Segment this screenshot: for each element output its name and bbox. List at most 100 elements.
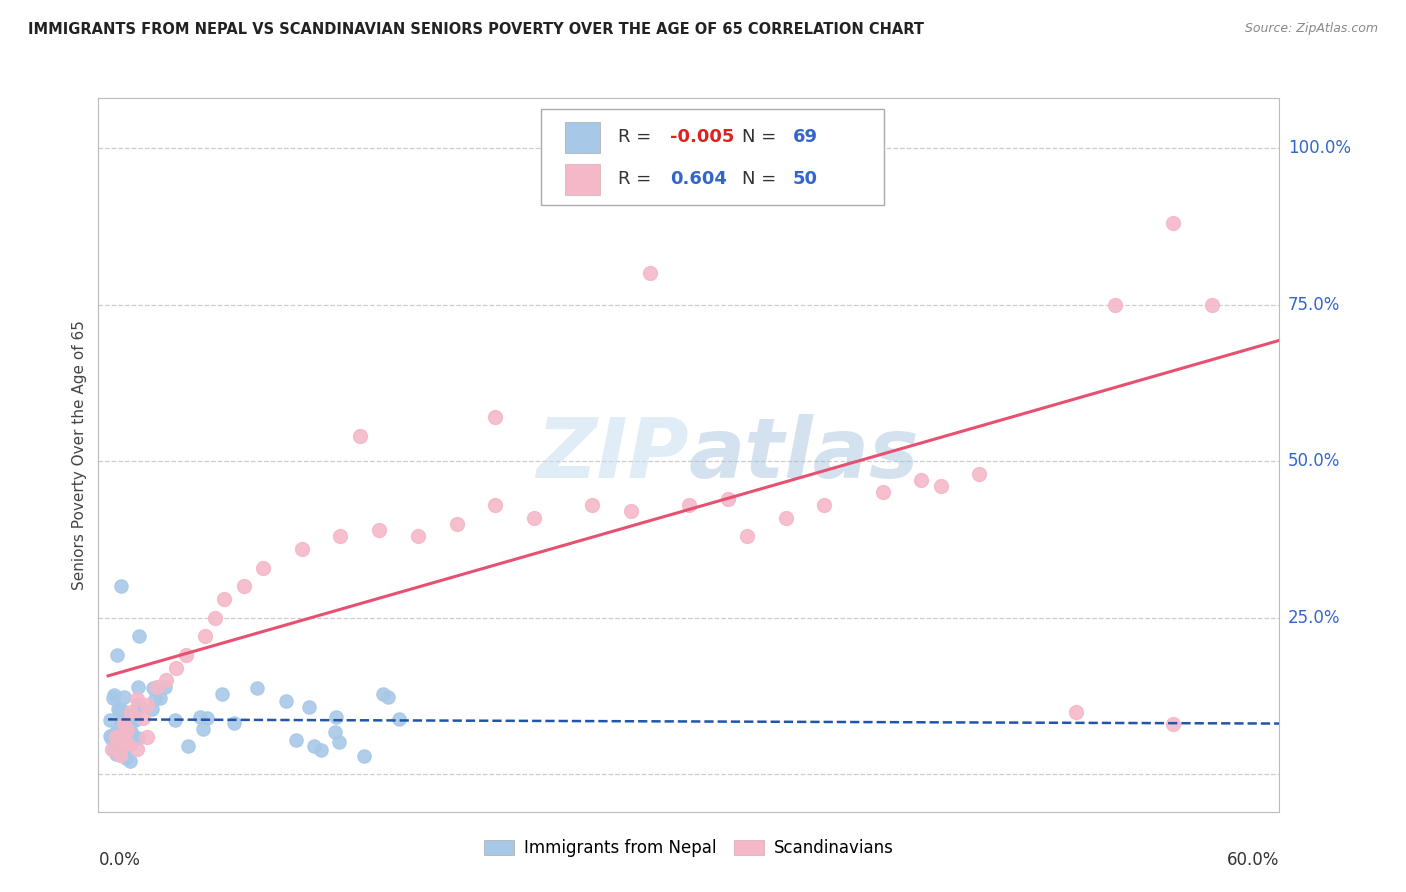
Point xyxy=(214,591,236,606)
Point xyxy=(104,730,127,744)
Point xyxy=(108,725,131,739)
Point xyxy=(143,692,166,706)
Point xyxy=(298,699,321,714)
Point xyxy=(120,737,142,751)
Point xyxy=(406,529,429,543)
Point xyxy=(101,728,124,742)
Point xyxy=(101,691,124,706)
Text: -0.005: -0.005 xyxy=(671,128,734,146)
Point xyxy=(194,630,217,644)
Point xyxy=(581,498,603,512)
Point xyxy=(929,479,952,493)
Point xyxy=(127,731,149,745)
Point xyxy=(112,690,135,705)
Point xyxy=(110,741,132,756)
Point xyxy=(132,711,155,725)
Point xyxy=(523,510,546,524)
Point xyxy=(149,691,172,706)
Point xyxy=(678,498,700,512)
Point xyxy=(1161,717,1184,731)
Point xyxy=(232,579,254,593)
Point xyxy=(377,690,399,704)
Point xyxy=(112,742,135,756)
Point xyxy=(910,473,932,487)
Point xyxy=(127,692,149,706)
Point xyxy=(174,648,197,663)
Point xyxy=(112,713,135,727)
Point xyxy=(105,728,128,742)
Point xyxy=(135,698,157,713)
Point xyxy=(328,735,350,749)
Point xyxy=(108,743,131,757)
Point xyxy=(484,410,506,425)
Point xyxy=(309,742,332,756)
Text: 100.0%: 100.0% xyxy=(1288,139,1351,157)
Point xyxy=(117,723,139,738)
Point xyxy=(678,141,700,155)
Point xyxy=(969,467,991,481)
Text: 25.0%: 25.0% xyxy=(1288,608,1340,627)
Point xyxy=(98,713,121,727)
Point xyxy=(108,748,131,763)
Point xyxy=(165,713,187,727)
Point xyxy=(101,742,124,756)
Point xyxy=(188,710,211,724)
Point xyxy=(353,748,375,763)
Point xyxy=(98,729,121,743)
Point xyxy=(110,703,132,717)
Point xyxy=(100,731,122,745)
Point xyxy=(104,729,127,743)
Text: R =: R = xyxy=(619,128,657,146)
Text: 60.0%: 60.0% xyxy=(1227,851,1279,869)
Point xyxy=(1201,298,1223,312)
Point xyxy=(176,739,198,754)
Point xyxy=(291,541,314,556)
Point xyxy=(141,701,163,715)
Point xyxy=(222,715,245,730)
Point xyxy=(114,751,136,765)
Point xyxy=(110,716,132,731)
Point xyxy=(128,630,150,644)
FancyBboxPatch shape xyxy=(565,164,600,195)
Text: Source: ZipAtlas.com: Source: ZipAtlas.com xyxy=(1244,22,1378,36)
Point xyxy=(135,730,157,744)
Text: N =: N = xyxy=(742,128,782,146)
Point xyxy=(107,703,129,717)
Point xyxy=(325,709,347,723)
Point xyxy=(110,705,132,719)
Point xyxy=(211,687,233,701)
Point xyxy=(121,724,143,739)
Point xyxy=(1064,705,1087,719)
Point xyxy=(145,680,167,694)
Legend: Immigrants from Nepal, Scandinavians: Immigrants from Nepal, Scandinavians xyxy=(478,833,900,864)
Point xyxy=(446,516,468,531)
Text: 75.0%: 75.0% xyxy=(1288,295,1340,314)
Text: 0.604: 0.604 xyxy=(671,170,727,188)
Text: 0.0%: 0.0% xyxy=(98,851,141,869)
Point xyxy=(114,731,136,746)
Point xyxy=(484,498,506,512)
Point xyxy=(813,498,835,512)
Point xyxy=(246,681,269,695)
Point xyxy=(127,680,149,694)
Point xyxy=(638,266,661,280)
Y-axis label: Seniors Poverty Over the Age of 65: Seniors Poverty Over the Age of 65 xyxy=(72,320,87,590)
Point xyxy=(252,560,274,574)
Point xyxy=(872,485,894,500)
FancyBboxPatch shape xyxy=(565,122,600,153)
Point xyxy=(717,491,740,506)
Point xyxy=(112,747,135,761)
Point xyxy=(120,755,142,769)
Point xyxy=(115,707,138,722)
Point xyxy=(368,523,391,537)
Point xyxy=(142,681,165,695)
Point xyxy=(153,681,176,695)
Point xyxy=(104,747,127,762)
Text: 50: 50 xyxy=(793,170,818,188)
Text: 50.0%: 50.0% xyxy=(1288,452,1340,470)
Point xyxy=(120,705,142,719)
Point xyxy=(112,717,135,731)
Point xyxy=(127,742,149,756)
Point xyxy=(105,731,128,745)
Point xyxy=(195,711,218,725)
